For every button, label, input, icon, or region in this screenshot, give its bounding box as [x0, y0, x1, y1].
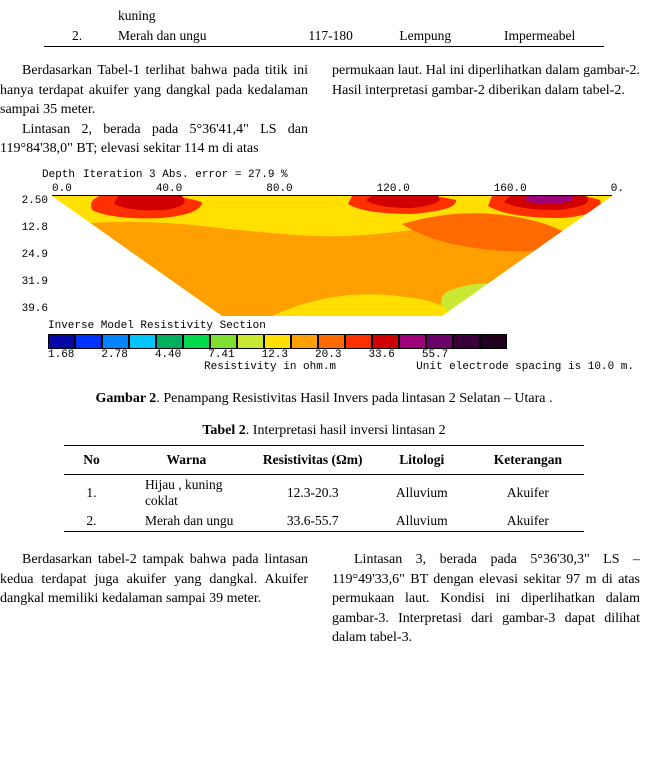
legend-value: 4.40	[155, 349, 181, 361]
tick-label: 39.6	[14, 303, 48, 315]
legend-swatch	[291, 334, 318, 349]
legend-swatch	[237, 334, 264, 349]
table-row: 1. Hijau , kuning coklat 12.3-20.3 Alluv…	[64, 474, 584, 511]
cell-no: 1.	[64, 474, 119, 511]
legend-swatch	[453, 334, 480, 349]
cell-res: 117-180	[286, 26, 375, 47]
body-text: Berdasarkan Tabel-1 terlihat bahwa pada …	[0, 61, 308, 120]
legend-swatch	[75, 334, 102, 349]
legend-value: 7.41	[208, 349, 234, 361]
section-svg	[52, 196, 612, 316]
body-text: Lintasan 3, berada pada 5°36'30,3" LS – …	[332, 550, 640, 648]
cell-lit: Alluvium	[372, 511, 472, 532]
tick-label: 2.50	[14, 195, 48, 207]
legend-value: 20.3	[315, 349, 341, 361]
tick-label: 24.9	[14, 249, 48, 261]
legend-swatch	[345, 334, 372, 349]
caption-bold: Tabel 2	[202, 423, 245, 438]
paragraph-block-1: Berdasarkan Tabel-1 terlihat bahwa pada …	[0, 61, 640, 159]
legend-swatch	[129, 334, 156, 349]
th-lit: Litologi	[372, 445, 472, 474]
cell-warna-cont: kuning	[110, 6, 286, 26]
tick-label: 31.9	[14, 276, 48, 288]
body-text: permukaan laut. Hal ini diperlihatkan da…	[332, 61, 640, 100]
legend-swatch	[372, 334, 399, 349]
x-axis-ticks: 0.0 40.0 80.0 120.0 160.0 0.	[14, 183, 634, 195]
cell-ket: Impermeabel	[475, 26, 604, 47]
tick-label: 160.0	[494, 183, 527, 195]
legend-swatch	[318, 334, 345, 349]
cell-ket: Akuifer	[472, 511, 584, 532]
tick-label: 12.8	[14, 222, 48, 234]
depth-label: Depth	[42, 169, 75, 181]
paragraph-block-2: Berdasarkan tabel-2 tampak bahwa pada li…	[0, 550, 640, 648]
table2-caption: Tabel 2. Interpretasi hasil inversi lint…	[0, 423, 648, 439]
legend-value: 33.6	[368, 349, 394, 361]
table-header-row: No Warna Resistivitas (Ωm) Litologi Kete…	[64, 445, 584, 474]
legend-value: 12.3	[262, 349, 288, 361]
caption-bold: Gambar 2	[96, 391, 157, 406]
table-row: 2. Merah dan ungu 117-180 Lempung Imperm…	[44, 26, 604, 47]
legend-swatch	[210, 334, 237, 349]
legend-swatch	[264, 334, 291, 349]
th-no: No	[64, 445, 119, 474]
tick-label: 0.0	[52, 183, 72, 195]
legend-swatch	[156, 334, 183, 349]
table-2: No Warna Resistivitas (Ωm) Litologi Kete…	[64, 445, 584, 532]
tick-label: 120.0	[377, 183, 410, 195]
legend-value: 2.78	[101, 349, 127, 361]
caption-text: . Interpretasi hasil inversi lintasan 2	[246, 423, 446, 438]
cell-res: 33.6-55.7	[254, 511, 372, 532]
right-column: permukaan laut. Hal ini diperlihatkan da…	[332, 61, 640, 159]
cell-res: 12.3-20.3	[254, 474, 372, 511]
th-res: Resistivitas (Ωm)	[254, 445, 372, 474]
tick-label: 0.	[611, 183, 624, 195]
legend-swatch	[183, 334, 210, 349]
figure-caption: Gambar 2. Penampang Resistivitas Hasil I…	[0, 391, 648, 407]
legend-swatch	[48, 334, 75, 349]
legend-swatch	[426, 334, 453, 349]
cell-warna: Merah dan ungu	[119, 511, 254, 532]
legend-values: 1.68 2.78 4.40 7.41 12.3 20.3 33.6 55.7	[14, 349, 634, 361]
cell-no: 2.	[44, 26, 110, 47]
cell-ket: Akuifer	[472, 474, 584, 511]
unit-spacing-label: Unit electrode spacing is 10.0 m.	[416, 361, 634, 373]
top-table-fragment: kuning 2. Merah dan ungu 117-180 Lempung…	[44, 6, 604, 47]
tick-label: 80.0	[266, 183, 292, 195]
caption-text: . Penampang Resistivitas Hasil Invers pa…	[156, 391, 552, 406]
tick-label: 40.0	[156, 183, 182, 195]
cell-warna: Merah dan ungu	[110, 26, 286, 47]
th-ket: Keterangan	[472, 445, 584, 474]
left-column: Berdasarkan Tabel-1 terlihat bahwa pada …	[0, 61, 308, 159]
y-axis-ticks: 2.50 12.8 24.9 31.9 39.6	[14, 195, 52, 315]
cell-lit: Lempung	[375, 26, 475, 47]
resistivity-axis-label: Resistivity in ohm.m	[14, 361, 336, 373]
resistivity-section	[52, 195, 612, 316]
color-legend	[14, 334, 634, 349]
legend-value: 1.68	[48, 349, 74, 361]
figure-2: Depth Iteration 3 Abs. error = 27.9 % 0.…	[14, 169, 634, 373]
body-text: Berdasarkan tabel-2 tampak bahwa pada li…	[0, 550, 308, 609]
table-row: kuning	[44, 6, 604, 26]
legend-value: 55.7	[422, 349, 448, 361]
legend-swatch	[102, 334, 129, 349]
cell-no: 2.	[64, 511, 119, 532]
legend-swatch	[480, 334, 507, 349]
th-warna: Warna	[119, 445, 254, 474]
body-text: Lintasan 2, berada pada 5°36'41,4" LS da…	[0, 120, 308, 159]
left-column: Berdasarkan tabel-2 tampak bahwa pada li…	[0, 550, 308, 648]
cell-lit: Alluvium	[372, 474, 472, 511]
iteration-label: Iteration 3 Abs. error = 27.9 %	[75, 169, 628, 181]
page: kuning 2. Merah dan ungu 117-180 Lempung…	[0, 0, 648, 678]
inverse-model-label: Inverse Model Resistivity Section	[14, 316, 634, 334]
table-row: 2. Merah dan ungu 33.6-55.7 Alluvium Aku…	[64, 511, 584, 532]
cell-warna: Hijau , kuning coklat	[119, 474, 254, 511]
right-column: Lintasan 3, berada pada 5°36'30,3" LS – …	[332, 550, 640, 648]
legend-swatch	[399, 334, 426, 349]
